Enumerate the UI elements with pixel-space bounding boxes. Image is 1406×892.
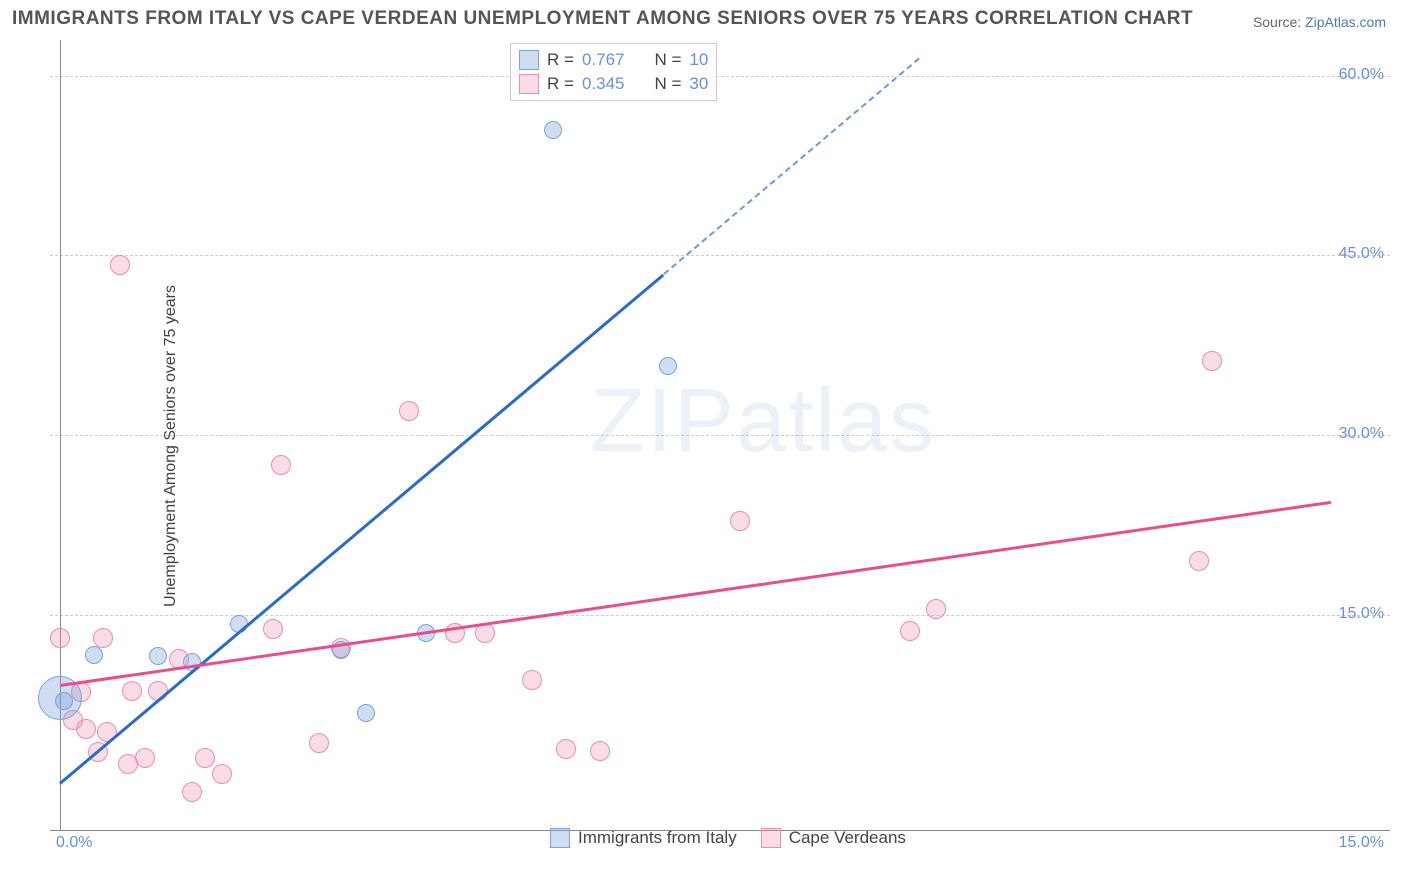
legend-label: Cape Verdeans	[789, 828, 906, 848]
legend-swatch	[761, 828, 781, 848]
scatter-point	[590, 741, 610, 761]
correlation-stats-box: R = 0.767 N = 10 R = 0.345 N = 30	[510, 43, 717, 101]
y-tick-label: 15.0%	[1339, 605, 1384, 623]
legend-swatch	[550, 828, 570, 848]
scatter-point	[357, 704, 375, 722]
scatter-point	[544, 121, 562, 139]
scatter-point	[730, 511, 750, 531]
stat-label: R =	[547, 48, 574, 72]
stat-label: N =	[654, 48, 681, 72]
scatter-point	[309, 733, 329, 753]
x-tick-label: 15.0%	[1287, 834, 1384, 852]
scatter-point	[212, 764, 232, 784]
trend-line	[60, 501, 1331, 687]
legend-swatch	[519, 74, 539, 94]
scatter-point	[195, 748, 215, 768]
source-link[interactable]: ZipAtlas.com	[1305, 14, 1386, 30]
scatter-point	[263, 619, 283, 639]
watermark: ZIPatlas	[590, 370, 936, 473]
scatter-point	[659, 357, 677, 375]
scatter-point	[55, 692, 73, 710]
legend-item: Cape Verdeans	[761, 828, 906, 848]
scatter-point	[122, 681, 142, 701]
scatter-point	[110, 255, 130, 275]
stat-label: N =	[654, 72, 681, 96]
gridline	[50, 76, 1390, 77]
legend-label: Immigrants from Italy	[578, 828, 737, 848]
stat-label: R =	[547, 72, 574, 96]
source-prefix: Source:	[1253, 14, 1305, 30]
legend-item: Immigrants from Italy	[550, 828, 737, 848]
stats-row: R = 0.345 N = 30	[519, 72, 708, 96]
scatter-point	[135, 748, 155, 768]
scatter-point	[556, 739, 576, 759]
scatter-point	[900, 621, 920, 641]
gridline	[50, 255, 1390, 256]
stat-r-value: 0.767	[582, 48, 625, 72]
y-tick-label: 30.0%	[1339, 425, 1384, 443]
scatter-point	[85, 646, 103, 664]
series-legend: Immigrants from Italy Cape Verdeans	[550, 828, 906, 848]
scatter-point	[1202, 351, 1222, 371]
stats-row: R = 0.767 N = 10	[519, 48, 708, 72]
scatter-point	[399, 401, 419, 421]
gridline	[50, 435, 1390, 436]
scatter-point	[271, 455, 291, 475]
scatter-point	[1189, 551, 1209, 571]
source-attribution: Source: ZipAtlas.com	[1253, 14, 1386, 30]
stat-n-value: 30	[689, 72, 708, 96]
scatter-point	[50, 628, 70, 648]
x-tick-label: 0.0%	[56, 834, 92, 852]
scatter-point	[76, 719, 96, 739]
stat-r-value: 0.345	[582, 72, 625, 96]
scatter-point	[522, 670, 542, 690]
scatter-point	[149, 647, 167, 665]
y-tick-label: 45.0%	[1339, 245, 1384, 263]
legend-swatch	[519, 50, 539, 70]
stat-n-value: 10	[689, 48, 708, 72]
scatter-point	[926, 599, 946, 619]
scatter-point	[182, 782, 202, 802]
plot-area: 15.0% 30.0% 45.0% 60.0% 0.0% 15.0% ZIPatlas R =…	[50, 40, 1390, 850]
y-tick-label: 60.0%	[1339, 66, 1384, 84]
gridline	[50, 615, 1390, 616]
chart-title: IMMIGRANTS FROM ITALY VS CAPE VERDEAN UN…	[12, 8, 1193, 30]
